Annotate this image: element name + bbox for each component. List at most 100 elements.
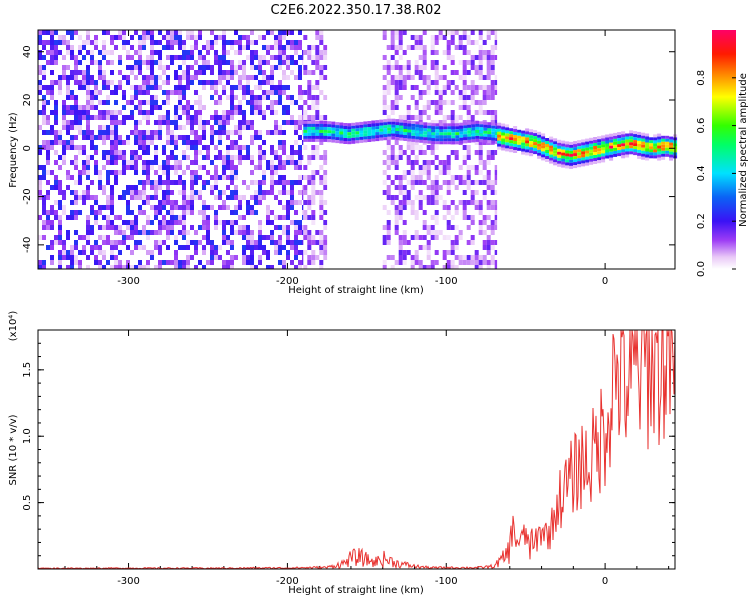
spectrogram-cell: [399, 119, 404, 123]
spectrogram-cell: [331, 121, 336, 125]
spectrogram-cell: [490, 220, 495, 225]
spectrogram-cell: [446, 50, 451, 55]
spectrogram-cell: [319, 123, 324, 127]
spectrogram-cell: [182, 245, 186, 250]
spectrogram-cell: [254, 265, 258, 269]
spectrogram-cell: [186, 70, 190, 75]
spectrogram-cell: [605, 152, 610, 156]
spectrogram-cell: [214, 220, 218, 225]
spectrogram-cell: [278, 145, 282, 150]
spectrogram-cell: [74, 165, 78, 170]
spectrogram-cell: [222, 130, 226, 135]
spectrogram-cell: [162, 195, 166, 200]
spectrogram-cell: [463, 122, 468, 126]
spectrogram-cell: [406, 190, 411, 195]
spectrogram-cell: [134, 190, 138, 195]
spectrogram-cell: [455, 132, 460, 136]
spectrogram-cell: [434, 185, 439, 190]
spectrogram-cell: [633, 146, 638, 150]
spectrogram-cell: [190, 195, 194, 200]
spectrogram-cell: [214, 255, 218, 260]
spectrogram-cell: [382, 235, 387, 240]
spectrogram-cell: [315, 85, 320, 90]
spectrogram-cell: [86, 30, 90, 35]
spectrogram-cell: [303, 190, 308, 195]
spectrogram-cell: [398, 240, 403, 245]
spectrogram-cell: [463, 137, 468, 141]
spectrogram-cell: [482, 90, 487, 95]
spectrogram-cell: [222, 30, 226, 35]
spectrogram-cell: [154, 80, 158, 85]
spectrogram-cell: [311, 126, 316, 130]
spectrogram-cell: [250, 75, 254, 80]
spectrogram-cell: [422, 245, 427, 250]
spectrogram-cell: [262, 180, 266, 185]
spectrogram-cell: [174, 215, 178, 220]
spectrogram-cell: [250, 240, 254, 245]
spectrogram-cell: [426, 160, 431, 165]
spectrogram-cell: [613, 135, 618, 139]
spectrogram-cell: [238, 85, 242, 90]
spectrogram-cell: [311, 115, 316, 120]
spectrogram-cell: [230, 220, 234, 225]
spectrogram-cell: [581, 163, 586, 167]
spectrogram-cell: [331, 133, 336, 137]
spectrogram-cell: [557, 154, 562, 158]
spectrogram-cell: [613, 132, 618, 136]
spectrogram-cell: [230, 105, 234, 110]
spectrogram-cell: [106, 180, 110, 185]
spectrogram-cell: [154, 155, 158, 160]
spectrogram-cell: [363, 133, 368, 137]
spectrogram-cell: [641, 156, 646, 160]
spectrogram-cell: [194, 265, 198, 269]
spectrogram-cell: [62, 35, 66, 40]
spectrogram-cell: [222, 175, 226, 180]
spectrogram-cell: [142, 245, 146, 250]
spectrogram-cell: [494, 40, 498, 45]
spectrogram-cell: [311, 55, 316, 60]
spectrogram-cell: [343, 129, 348, 132]
spectrogram-cell: [486, 200, 491, 205]
spectrogram-cell: [78, 110, 82, 115]
spectrogram-cell: [335, 128, 340, 132]
spectrogram-cell: [246, 35, 250, 40]
spectrogram-cell: [222, 230, 226, 235]
spectrogram-cell: [517, 132, 522, 136]
spectrogram-cell: [46, 180, 50, 185]
spectrogram-cell: [126, 40, 130, 45]
spectrogram-cell: [258, 190, 262, 195]
spectrogram-cell: [386, 115, 391, 120]
spectrogram-cell: [478, 105, 483, 110]
spectrogram-cell: [70, 35, 74, 40]
spectrogram-cell: [525, 128, 530, 132]
spectrogram-cell: [86, 95, 90, 100]
spectrogram-cell: [198, 225, 202, 230]
spectrogram-cell: [454, 240, 459, 245]
spectrogram-cell: [307, 200, 312, 205]
spectrogram-cell: [142, 170, 146, 175]
spectrogram-cell: [641, 153, 646, 157]
spectrogram-cell: [446, 165, 451, 170]
spectrogram-cell: [311, 195, 316, 200]
spectrogram-cell: [198, 135, 202, 140]
spectrogram-cell: [390, 255, 395, 260]
spectrogram-cell: [90, 210, 94, 215]
spectrogram-cell: [182, 190, 186, 195]
spectrogram-cell: [363, 127, 368, 131]
spectrogram-cell: [78, 260, 82, 265]
spectrogram-cell: [434, 85, 439, 90]
spectrogram-cell: [206, 60, 210, 65]
spectrogram-cell: [62, 205, 66, 210]
spectrogram-cell: [150, 110, 154, 115]
spectrogram-cell: [319, 215, 324, 220]
spectrogram-cell: [270, 75, 274, 80]
spectrogram-cell: [394, 155, 399, 160]
spectrogram-cell: [126, 115, 130, 120]
spectrogram-cell: [254, 180, 258, 185]
spectrogram-cell: [585, 150, 590, 154]
spectrogram-cell: [134, 215, 138, 220]
spectrogram-cell: [438, 185, 443, 190]
spectrogram-cell: [605, 146, 610, 150]
spectrogram-cell: [206, 80, 210, 85]
spectrogram-cell: [398, 65, 403, 70]
